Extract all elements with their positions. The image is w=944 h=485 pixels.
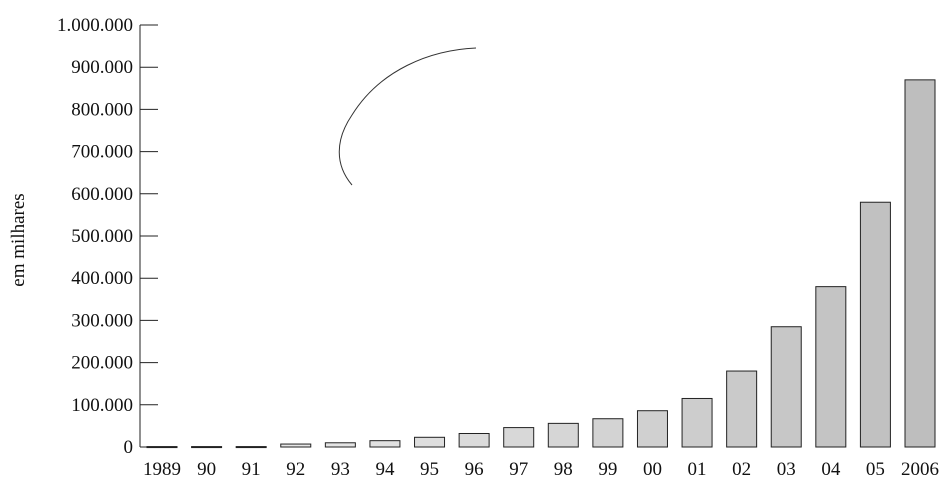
y-tick-label: 1.000.000 [57, 15, 133, 36]
x-tick-label: 01 [688, 459, 707, 480]
x-tick-label: 97 [509, 459, 528, 480]
y-tick-label: 700.000 [71, 142, 133, 163]
x-tick-label: 94 [375, 459, 395, 480]
x-axis-labels: 1989 90 91 92 93 94 95 96 97 98 99 00 01 02 03 04 05 2006 [143, 459, 939, 480]
x-tick-label: 2006 [901, 459, 939, 480]
bar-01 [681, 397, 713, 448]
bar-05 [859, 201, 891, 448]
x-tick-label: 96 [465, 459, 484, 480]
bar-95 [414, 436, 446, 448]
y-tick-label: 0 [124, 437, 134, 458]
bars-group [146, 79, 936, 449]
y-tick-label: 600.000 [71, 184, 133, 205]
x-tick-label: 91 [242, 459, 261, 480]
bar-91 [235, 446, 267, 449]
x-tick-label: 00 [643, 459, 662, 480]
x-tick-label: 98 [554, 459, 573, 480]
bar-92 [280, 443, 312, 448]
bar-94 [369, 440, 401, 448]
x-tick-label: 90 [197, 459, 216, 480]
y-tick-label: 300.000 [71, 310, 133, 331]
x-tick-label: 03 [777, 459, 796, 480]
y-tick-label: 400.000 [71, 268, 133, 289]
x-tick-label: 92 [286, 459, 305, 480]
bar-2006 [904, 79, 936, 448]
bar-96 [458, 432, 490, 448]
bar-97 [503, 427, 535, 448]
x-tick-label: 95 [420, 459, 439, 480]
y-axis-title: em milhares [8, 193, 29, 286]
y-tick-label: 800.000 [71, 99, 133, 120]
x-tick-label: 93 [331, 459, 350, 480]
bar-93 [324, 442, 356, 448]
y-axis: 0 100.000 200.000 300.000 400.000 500.000 600.… [57, 15, 158, 458]
y-tick-label: 100.000 [71, 395, 133, 416]
bar-02 [726, 370, 758, 448]
x-tick-label: 1989 [143, 459, 181, 480]
x-tick-label: 99 [598, 459, 617, 480]
pen-stroke-annotation [338, 47, 477, 186]
bar-00 [636, 410, 668, 448]
bar-90 [191, 446, 223, 449]
bar-04 [815, 286, 847, 448]
x-tick-label: 05 [866, 459, 885, 480]
y-tick-label: 900.000 [71, 57, 133, 78]
bar-1989 [146, 446, 178, 449]
y-tick-label: 500.000 [71, 226, 133, 247]
x-tick-label: 02 [732, 459, 751, 480]
x-tick-label: 04 [821, 459, 841, 480]
y-tick-label: 200.000 [71, 353, 133, 374]
bar-98 [547, 422, 579, 448]
bar-03 [770, 326, 802, 448]
bar-99 [592, 418, 624, 448]
